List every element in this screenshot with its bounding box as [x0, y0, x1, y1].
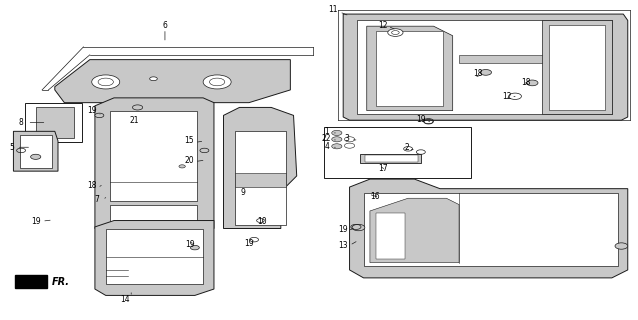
- Text: 19: 19: [416, 115, 426, 124]
- Polygon shape: [20, 135, 52, 168]
- Text: 19: 19: [31, 217, 41, 226]
- Polygon shape: [235, 131, 286, 225]
- Text: 19: 19: [186, 240, 195, 249]
- Text: 17: 17: [378, 164, 387, 173]
- Polygon shape: [235, 173, 286, 187]
- Polygon shape: [106, 228, 203, 284]
- Circle shape: [388, 29, 403, 36]
- Text: 18: 18: [473, 68, 483, 77]
- Text: 13: 13: [338, 241, 348, 250]
- Text: 7: 7: [94, 195, 100, 204]
- Text: 21: 21: [130, 116, 139, 125]
- Text: 3: 3: [344, 134, 349, 143]
- Circle shape: [508, 93, 521, 100]
- Polygon shape: [13, 131, 58, 171]
- Text: 18: 18: [521, 78, 531, 87]
- Polygon shape: [376, 31, 443, 107]
- Polygon shape: [364, 194, 618, 266]
- Text: 10: 10: [257, 217, 267, 226]
- Text: 9: 9: [240, 188, 245, 197]
- Polygon shape: [367, 26, 453, 111]
- Text: 20: 20: [184, 156, 194, 165]
- Circle shape: [352, 224, 365, 231]
- Circle shape: [31, 154, 41, 159]
- Polygon shape: [360, 154, 421, 163]
- Circle shape: [92, 75, 120, 89]
- Circle shape: [150, 77, 158, 81]
- Text: 6: 6: [163, 21, 167, 30]
- Circle shape: [200, 148, 209, 153]
- Polygon shape: [459, 55, 612, 63]
- Polygon shape: [549, 25, 605, 110]
- Polygon shape: [25, 103, 82, 142]
- Polygon shape: [15, 275, 47, 288]
- Polygon shape: [55, 60, 290, 103]
- Text: 1: 1: [324, 127, 329, 136]
- Text: 12: 12: [378, 21, 387, 30]
- Circle shape: [480, 69, 491, 75]
- Text: 16: 16: [370, 192, 380, 201]
- Text: 14: 14: [120, 295, 130, 304]
- Polygon shape: [110, 204, 197, 225]
- Polygon shape: [110, 111, 197, 201]
- Text: 2: 2: [404, 143, 409, 152]
- Text: 18: 18: [87, 181, 96, 190]
- Text: 5: 5: [10, 143, 15, 152]
- Circle shape: [332, 130, 342, 135]
- Polygon shape: [36, 108, 74, 138]
- Polygon shape: [370, 198, 459, 263]
- Circle shape: [190, 245, 199, 250]
- Polygon shape: [343, 14, 628, 120]
- Text: 22: 22: [322, 134, 331, 143]
- Circle shape: [203, 75, 231, 89]
- Polygon shape: [376, 212, 405, 260]
- Circle shape: [179, 165, 185, 168]
- Text: FR.: FR.: [52, 277, 70, 287]
- Polygon shape: [223, 108, 297, 228]
- Circle shape: [345, 137, 355, 142]
- Polygon shape: [324, 126, 470, 178]
- Text: 19: 19: [87, 106, 97, 115]
- Text: 12: 12: [502, 92, 512, 101]
- Polygon shape: [95, 220, 214, 295]
- Text: 15: 15: [184, 136, 194, 145]
- Circle shape: [345, 143, 355, 148]
- Polygon shape: [365, 155, 418, 162]
- Text: 19: 19: [244, 239, 254, 248]
- Polygon shape: [350, 179, 628, 278]
- Circle shape: [95, 113, 104, 118]
- Polygon shape: [357, 20, 612, 114]
- Polygon shape: [542, 20, 612, 114]
- Circle shape: [332, 137, 342, 142]
- Polygon shape: [95, 98, 214, 228]
- Text: 8: 8: [19, 118, 24, 127]
- Circle shape: [332, 144, 342, 149]
- Text: 4: 4: [324, 142, 329, 151]
- Text: 11: 11: [329, 5, 338, 14]
- Circle shape: [526, 80, 538, 86]
- Circle shape: [615, 243, 628, 249]
- Text: 19: 19: [338, 225, 348, 234]
